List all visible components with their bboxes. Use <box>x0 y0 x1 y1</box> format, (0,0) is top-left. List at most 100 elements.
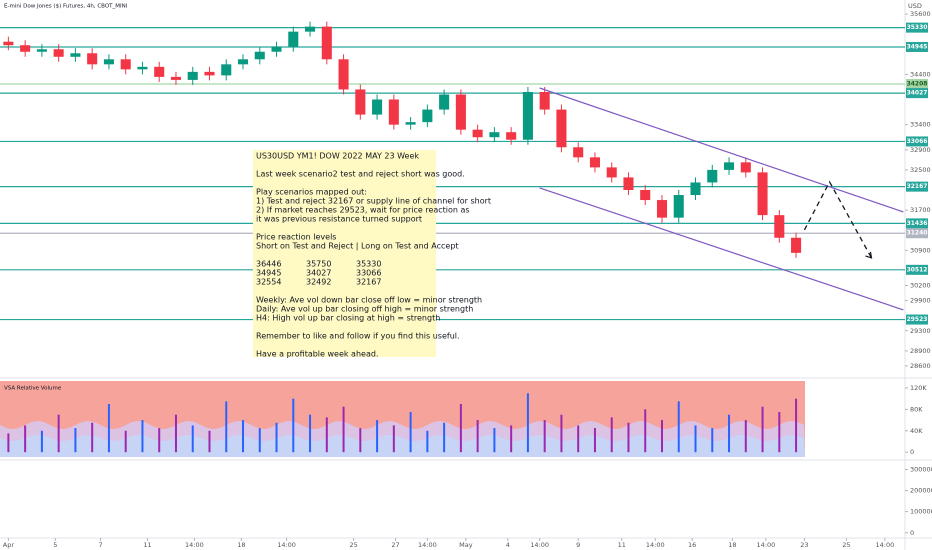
candle-body <box>388 99 399 125</box>
note-line: it was previous resistance turned suppor… <box>256 215 422 224</box>
note-line: Have a profitable week ahead. <box>256 350 378 359</box>
candle-body <box>774 215 785 238</box>
y-tick-label: 28900 <box>910 347 931 355</box>
volume-bar <box>225 401 228 453</box>
y-tick-label: 30900 <box>910 246 931 254</box>
note-line: Play scenarios mapped out: <box>256 188 367 197</box>
x-tick-label: 14:00 <box>277 541 296 549</box>
candle-body <box>522 91 533 140</box>
y-tick-label: 28600 <box>910 362 931 370</box>
volume-bar <box>744 420 747 453</box>
candle-body <box>271 46 282 52</box>
volume-bar <box>660 420 663 453</box>
volume-bar <box>292 398 295 453</box>
volume-bar <box>409 412 412 453</box>
volume-bar <box>208 430 211 453</box>
candle-body <box>154 66 165 77</box>
volume-bar <box>543 420 546 453</box>
note-cell: 32492 <box>306 278 331 287</box>
volume-bar <box>141 420 144 453</box>
volume-bar <box>57 414 60 453</box>
y-tick-label: 32500 <box>910 166 931 174</box>
candle-body <box>640 190 651 201</box>
y-tick-label: 40K <box>910 427 923 435</box>
candle-body <box>573 147 584 158</box>
volume-bar <box>158 428 161 453</box>
y-tick-label: 30200 <box>910 282 931 290</box>
candle-body <box>355 89 366 115</box>
candle-body <box>305 26 316 32</box>
note-line: H4: High vol up bar closing at high = st… <box>256 314 440 323</box>
volume-bar <box>644 409 647 453</box>
candle-body <box>673 195 684 218</box>
volume-bar <box>510 425 513 453</box>
note-line: US30USD YM1! DOW 2022 MAY 23 Week <box>256 152 419 161</box>
volume-bar <box>392 425 395 453</box>
volume-bar <box>526 393 529 453</box>
candle-body <box>405 122 416 125</box>
symbol-title: E-mini Dow Jones ($) Futures, 4h, CBOT_M… <box>4 4 128 10</box>
x-tick-label: 4 <box>506 541 510 549</box>
volume-band <box>0 435 805 457</box>
volume-bar <box>376 420 379 453</box>
volume-bar <box>694 425 697 453</box>
volume-bar <box>426 430 429 453</box>
candle-body <box>606 167 617 178</box>
volume-bar <box>476 420 479 453</box>
x-tick-label: 25 <box>842 541 850 549</box>
level-label: 34945 <box>907 43 928 50</box>
volume-title: VSA Relative Volume <box>4 386 62 392</box>
y-tick-label: 2000000 <box>910 487 932 495</box>
candle-body <box>724 162 735 170</box>
x-tick-label: 7 <box>98 541 102 549</box>
x-tick-label: 11 <box>143 541 151 549</box>
level-label: 34208 <box>907 81 928 88</box>
volume-bar <box>107 404 110 453</box>
x-tick-label: 14:00 <box>185 541 204 549</box>
x-tick-label: 5 <box>53 541 57 549</box>
y-tick-label: 34400 <box>910 70 931 78</box>
y-tick-label: 32900 <box>910 146 931 154</box>
candle-body <box>656 200 668 218</box>
volume-bar <box>560 414 563 453</box>
volume-bar <box>761 406 764 453</box>
level-label: 32167 <box>907 183 928 190</box>
x-tick-label: 23 <box>800 541 808 549</box>
volume-bar <box>778 412 781 453</box>
candle-body <box>757 172 768 216</box>
candle-body <box>556 109 567 148</box>
currency: USD <box>908 2 922 10</box>
volume-bar <box>242 420 245 453</box>
candle-body <box>70 53 81 57</box>
candle-body <box>3 41 14 46</box>
level-box <box>906 218 928 229</box>
candle-body <box>472 129 483 138</box>
candle-body <box>288 31 299 47</box>
volume-bar <box>174 414 177 453</box>
y-tick-label: 120K <box>910 384 927 392</box>
level-box <box>906 136 928 147</box>
volume-bar <box>7 433 10 453</box>
x-tick-label: 18 <box>728 541 736 549</box>
y-tick-label: 35600 <box>910 10 931 18</box>
note-cell: 35750 <box>306 260 331 269</box>
x-tick-label: Apr <box>3 541 15 549</box>
y-tick-label: 3000000 <box>910 465 932 473</box>
note-cell: 34027 <box>306 269 331 278</box>
note-line: 2) If market reaches 29523, wait for pri… <box>256 206 470 215</box>
projection-path <box>803 180 873 259</box>
x-tick-label: 9 <box>576 541 580 549</box>
arrow-head <box>865 251 873 259</box>
x-tick-label: 18 <box>237 541 245 549</box>
volume-bar <box>124 430 127 453</box>
volume-bar <box>40 430 43 453</box>
note-line: Short on Test and Reject | Long on Test … <box>256 242 459 251</box>
level-box <box>906 264 928 275</box>
level-box <box>906 314 928 325</box>
candle-body <box>489 132 500 138</box>
volume-bar <box>627 422 630 453</box>
volume-bar <box>493 428 496 453</box>
candle-body <box>372 99 383 115</box>
note-line: Daily: Ave vol up bar closing off high =… <box>256 305 473 314</box>
